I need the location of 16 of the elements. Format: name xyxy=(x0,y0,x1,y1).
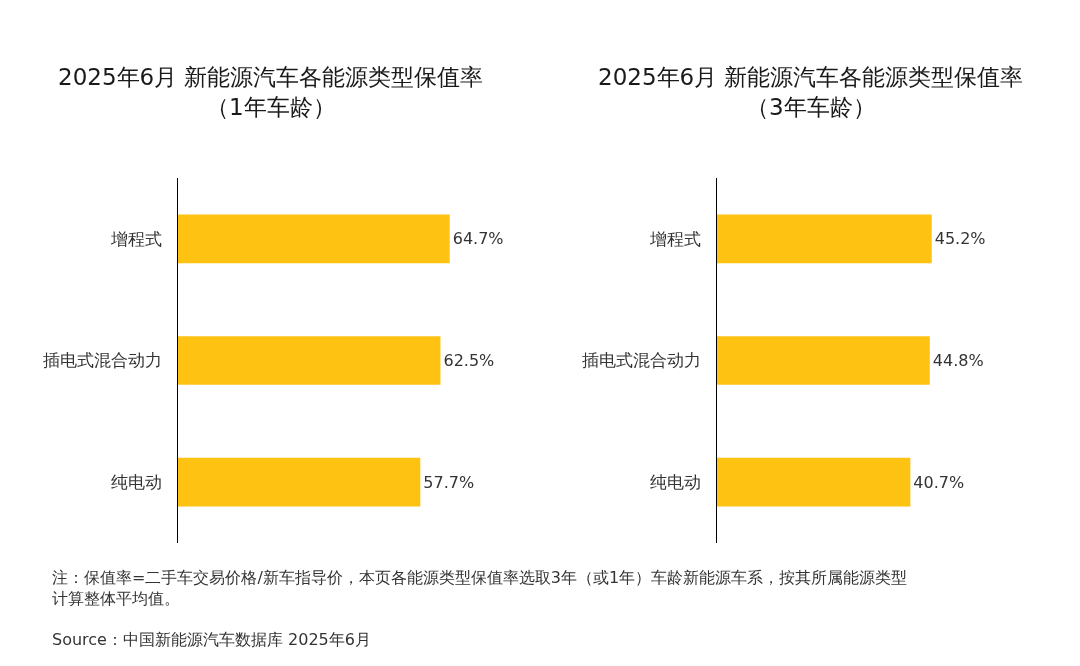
source-note: Source：中国新能源汽车数据库 2025年6月 xyxy=(52,630,371,649)
data-label: 57.7% xyxy=(423,472,475,492)
data-label: 64.7% xyxy=(452,229,504,249)
data-label: 44.8% xyxy=(932,351,984,370)
y-tick-label: 纯电动 xyxy=(649,472,701,493)
chart-title: 2025年6月 新能源汽车各能源类型保值率（1年车龄） xyxy=(58,64,484,120)
text: 注：保值率=二手车交易价格/新车指导价，本页各能源类型保值率选取3年（或1年）车龄新能源车系，按其所属能源类型计算整体平均值。 xyxy=(52,568,908,608)
data-label: 45.2% xyxy=(934,229,986,249)
data-label: 40.7% xyxy=(913,472,965,492)
y-tick-label: 纯电动 xyxy=(110,472,162,493)
y-tick-label: 插电式混合动力 xyxy=(581,350,701,371)
y-tick-label: 增程式 xyxy=(648,228,701,249)
y-tick-label: 插电式混合动力 xyxy=(42,350,162,371)
data-label: 62.5% xyxy=(443,351,495,370)
chart-title: 2025年6月 新能源汽车各能源类型保值率（3年车龄） xyxy=(598,64,1024,120)
y-tick-label: 增程式 xyxy=(109,228,162,249)
